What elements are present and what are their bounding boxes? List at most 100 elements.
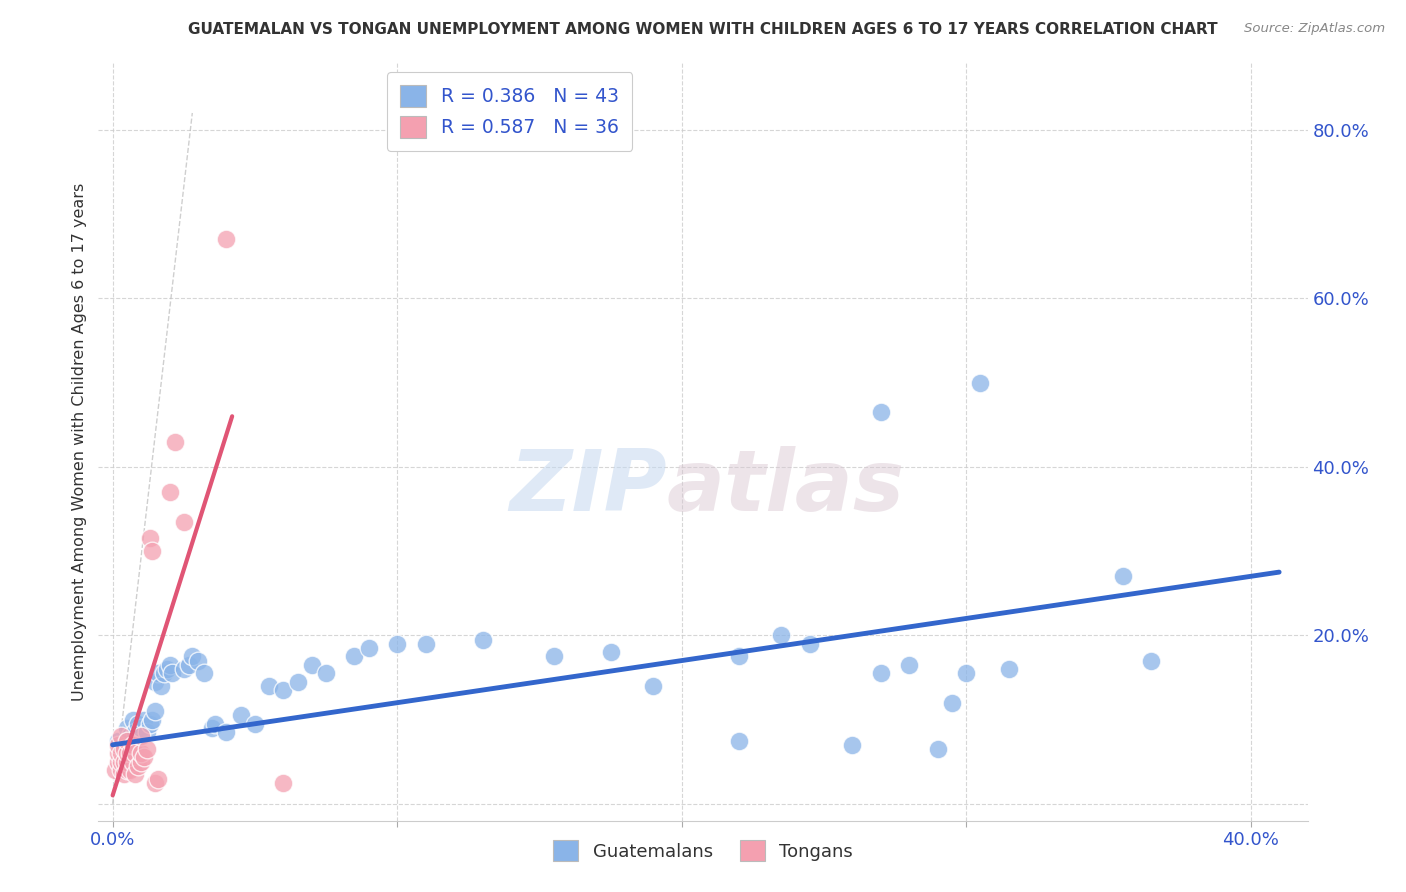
Point (135, 725, 157, 739)
Point (118, 763, 141, 777)
Point (770, 628, 793, 642)
Point (315, 666, 337, 681)
Point (229, 708, 252, 723)
Point (799, 637, 821, 651)
Point (156, 662, 179, 676)
Text: Source: ZipAtlas.com: Source: ZipAtlas.com (1244, 22, 1385, 36)
Point (727, 649, 749, 664)
Point (115, 763, 138, 777)
Point (173, 662, 195, 676)
Point (124, 725, 146, 739)
Point (135, 742, 157, 756)
Point (273, 776, 295, 790)
Point (941, 696, 963, 710)
Point (112, 755, 135, 769)
Point (643, 679, 665, 693)
Point (357, 640, 380, 655)
Point (998, 662, 1021, 676)
Legend: Guatemalans, Tongans: Guatemalans, Tongans (546, 833, 860, 869)
Point (927, 742, 949, 756)
Point (110, 730, 132, 744)
Point (146, 666, 169, 681)
Point (179, 657, 201, 672)
Point (115, 755, 138, 769)
Text: GUATEMALAN VS TONGAN UNEMPLOYMENT AMONG WOMEN WITH CHILDREN AGES 6 TO 17 YEARS C: GUATEMALAN VS TONGAN UNEMPLOYMENT AMONG … (188, 22, 1218, 37)
Point (138, 532, 160, 546)
Point (124, 746, 146, 760)
Point (129, 755, 152, 769)
Point (107, 733, 129, 747)
Point (110, 755, 132, 769)
Point (1140, 654, 1163, 668)
Point (193, 666, 215, 681)
Point (415, 637, 437, 651)
Point (112, 767, 135, 781)
Point (543, 649, 565, 664)
Point (107, 755, 129, 769)
Point (115, 721, 138, 735)
Text: ZIP: ZIP (509, 445, 666, 529)
Point (118, 730, 141, 744)
Point (153, 666, 176, 681)
Point (215, 232, 238, 246)
Point (129, 730, 152, 744)
Point (385, 637, 408, 651)
Point (138, 716, 160, 731)
Point (215, 725, 238, 739)
Point (869, 666, 891, 681)
Point (187, 654, 209, 668)
Point (146, 772, 169, 786)
Point (141, 544, 163, 558)
Point (129, 746, 152, 760)
Point (162, 666, 184, 681)
Point (127, 759, 149, 773)
Point (121, 713, 143, 727)
Point (127, 716, 149, 731)
Point (110, 746, 132, 760)
Point (869, 405, 891, 419)
Point (143, 674, 166, 689)
Point (343, 649, 366, 664)
Point (159, 485, 181, 500)
Point (204, 716, 226, 731)
Point (955, 666, 977, 681)
Point (841, 738, 863, 752)
Point (129, 721, 152, 735)
Text: atlas: atlas (666, 445, 905, 529)
Point (201, 721, 224, 735)
Point (173, 515, 195, 529)
Point (727, 733, 749, 747)
Point (104, 763, 127, 777)
Point (124, 767, 146, 781)
Point (150, 679, 173, 693)
Point (165, 434, 187, 449)
Point (898, 657, 921, 672)
Point (132, 713, 155, 727)
Point (273, 683, 295, 698)
Point (118, 746, 141, 760)
Point (107, 738, 129, 752)
Point (121, 755, 143, 769)
Y-axis label: Unemployment Among Women with Children Ages 6 to 17 years: Unemployment Among Women with Children A… (72, 183, 87, 700)
Point (115, 746, 138, 760)
Point (1111, 569, 1133, 583)
Point (599, 645, 621, 659)
Point (243, 716, 266, 731)
Point (257, 679, 280, 693)
Point (143, 776, 166, 790)
Point (159, 657, 181, 672)
Point (143, 704, 166, 718)
Point (141, 713, 163, 727)
Point (107, 746, 129, 760)
Point (969, 376, 991, 390)
Point (471, 632, 494, 647)
Point (112, 742, 135, 756)
Point (110, 763, 132, 777)
Point (132, 750, 155, 764)
Point (112, 738, 135, 752)
Point (301, 657, 323, 672)
Point (287, 674, 309, 689)
Point (181, 649, 204, 664)
Point (121, 738, 143, 752)
Point (115, 733, 138, 747)
